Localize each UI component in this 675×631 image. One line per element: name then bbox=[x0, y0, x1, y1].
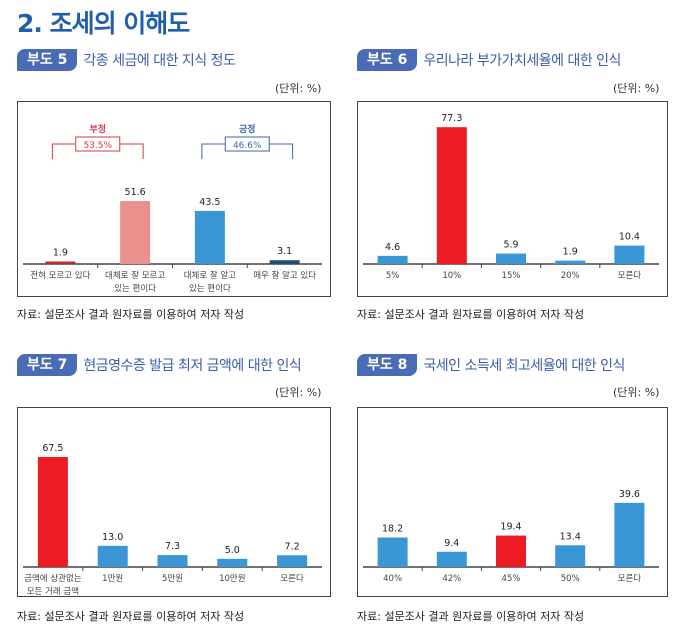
category-label: 모른다 bbox=[618, 574, 642, 584]
data-label: 9.4 bbox=[444, 538, 459, 549]
bar bbox=[97, 545, 128, 567]
data-label: 67.5 bbox=[42, 443, 63, 454]
figure-badge: 부도 8 bbox=[357, 354, 418, 376]
unit-label: (단위: %) bbox=[275, 386, 322, 399]
unit-label: (단위: %) bbox=[613, 82, 660, 95]
group-bracket bbox=[51, 143, 144, 159]
data-label: 77.3 bbox=[441, 113, 462, 124]
data-label: 7.2 bbox=[285, 541, 300, 552]
bar bbox=[496, 253, 526, 264]
source-note: 자료: 설문조사 결과 원자료를 이용하여 저자 작성 bbox=[357, 308, 585, 321]
category-label: 5% bbox=[386, 271, 400, 281]
bar bbox=[120, 201, 151, 264]
bar bbox=[269, 260, 300, 264]
group-value-box bbox=[75, 136, 121, 152]
category-label: 42% bbox=[442, 574, 461, 584]
bar bbox=[436, 127, 467, 264]
category-label: 50% bbox=[561, 574, 580, 584]
bar bbox=[555, 545, 586, 567]
group-label: 부정 bbox=[89, 123, 106, 135]
chart-7-heading: 부도 7 현금영수증 발급 최저 금액에 대한 인식 bbox=[17, 354, 302, 376]
source-note: 자료: 설문조사 결과 원자료를 이용하여 저자 작성 bbox=[17, 308, 245, 321]
bar bbox=[157, 555, 188, 567]
data-label: 3.1 bbox=[277, 246, 292, 257]
bar bbox=[217, 558, 248, 567]
figure-badge: 부도 6 bbox=[357, 49, 418, 71]
data-label: 39.6 bbox=[619, 489, 640, 500]
data-label: 10.4 bbox=[619, 232, 640, 243]
category-label: 20% bbox=[561, 271, 580, 281]
category-label: 대체로 잘 모르고 bbox=[105, 270, 165, 281]
category-label: 45% bbox=[502, 574, 521, 584]
chart-8-heading: 부도 8 국세인 소득세 최고세율에 대한 인식 bbox=[357, 354, 625, 376]
data-label: 5.9 bbox=[503, 240, 518, 251]
bar bbox=[496, 535, 526, 567]
section-title: 2. 조세의 이해도 bbox=[17, 9, 190, 38]
category-label: 모든 거래 금액 bbox=[27, 586, 79, 596]
category-label: 모른다 bbox=[280, 574, 304, 584]
chart-title: 각종 세금에 대한 지식 정도 bbox=[83, 53, 236, 69]
source-note: 자료: 설문조사 결과 원자료를 이용하여 저자 작성 bbox=[17, 610, 245, 623]
category-label: 대체로 잘 알고 bbox=[184, 270, 237, 281]
group-value-box bbox=[224, 136, 270, 152]
category-label: 있는 편이다 bbox=[189, 283, 231, 294]
category-label: 15% bbox=[502, 271, 521, 281]
category-label: 5만원 bbox=[162, 574, 183, 584]
bar bbox=[277, 555, 308, 567]
data-label: 18.2 bbox=[382, 524, 403, 535]
data-label: 43.5 bbox=[199, 197, 220, 208]
category-label: 있는 편이다 bbox=[114, 283, 156, 294]
group-value: 53.5% bbox=[83, 141, 112, 151]
data-label: 5.0 bbox=[225, 545, 240, 556]
unit-label: (단위: %) bbox=[275, 82, 322, 95]
data-label: 1.9 bbox=[563, 247, 578, 258]
chart-6-heading: 부도 6 우리나라 부가가치세율에 대한 인식 bbox=[357, 49, 621, 71]
data-label: 13.4 bbox=[560, 531, 581, 542]
bar bbox=[45, 261, 76, 264]
data-label: 51.6 bbox=[125, 187, 146, 198]
chart-title: 현금영수증 발급 최저 금액에 대한 인식 bbox=[83, 358, 302, 374]
category-label: 매우 잘 알고 있다 bbox=[253, 270, 316, 281]
data-label: 19.4 bbox=[500, 522, 521, 533]
source-note: 자료: 설문조사 결과 원자료를 이용하여 저자 작성 bbox=[357, 610, 585, 623]
category-label: 40% bbox=[383, 574, 402, 584]
category-label: 10% bbox=[442, 271, 461, 281]
category-label: 전혀 모르고 있다 bbox=[30, 270, 90, 281]
bar bbox=[436, 551, 467, 567]
group-label: 긍정 bbox=[239, 123, 256, 135]
category-label: 1만원 bbox=[102, 574, 123, 584]
bar bbox=[614, 502, 645, 567]
unit-label: (단위: %) bbox=[613, 386, 660, 399]
bar bbox=[37, 456, 68, 567]
figure-badge: 부도 5 bbox=[17, 49, 78, 71]
data-label: 4.6 bbox=[385, 242, 400, 253]
data-label: 13.0 bbox=[102, 532, 123, 543]
chart-svg: 18.2 40% 9.4 42% 19.4 45% 13.4 50% 39.6 모른다 bbox=[363, 489, 659, 584]
bar bbox=[377, 255, 408, 264]
chart-title: 국세인 소득세 최고세율에 대한 인식 bbox=[423, 358, 625, 374]
chart-5-heading: 부도 5 각종 세금에 대한 지식 정도 bbox=[17, 49, 236, 71]
data-label: 7.3 bbox=[165, 541, 180, 552]
bar bbox=[614, 245, 645, 264]
chart-title: 우리나라 부가가치세율에 대한 인식 bbox=[423, 53, 621, 69]
group-value: 46.6% bbox=[233, 141, 262, 151]
chart-8: 18.2 40% 9.4 42% 19.4 45% 13.4 50% 39.6 모른다 bbox=[357, 407, 668, 597]
bar bbox=[194, 210, 225, 264]
figure-badge: 부도 7 bbox=[17, 354, 78, 376]
chart-6: 4.6 5% 77.3 10% 5.9 15% 1.9 20% 10.4 모른다 bbox=[357, 101, 668, 297]
chart-svg: 4.6 5% 77.3 10% 5.9 15% 1.9 20% 10.4 모른다 bbox=[363, 113, 659, 281]
bar bbox=[555, 260, 586, 264]
data-label: 1.9 bbox=[53, 248, 68, 259]
category-label: 10만원 bbox=[219, 574, 245, 584]
category-label: 모른다 bbox=[618, 271, 642, 281]
bar bbox=[377, 537, 408, 567]
group-bracket bbox=[201, 143, 294, 159]
category-label: 금액에 상관없는 bbox=[24, 573, 82, 584]
